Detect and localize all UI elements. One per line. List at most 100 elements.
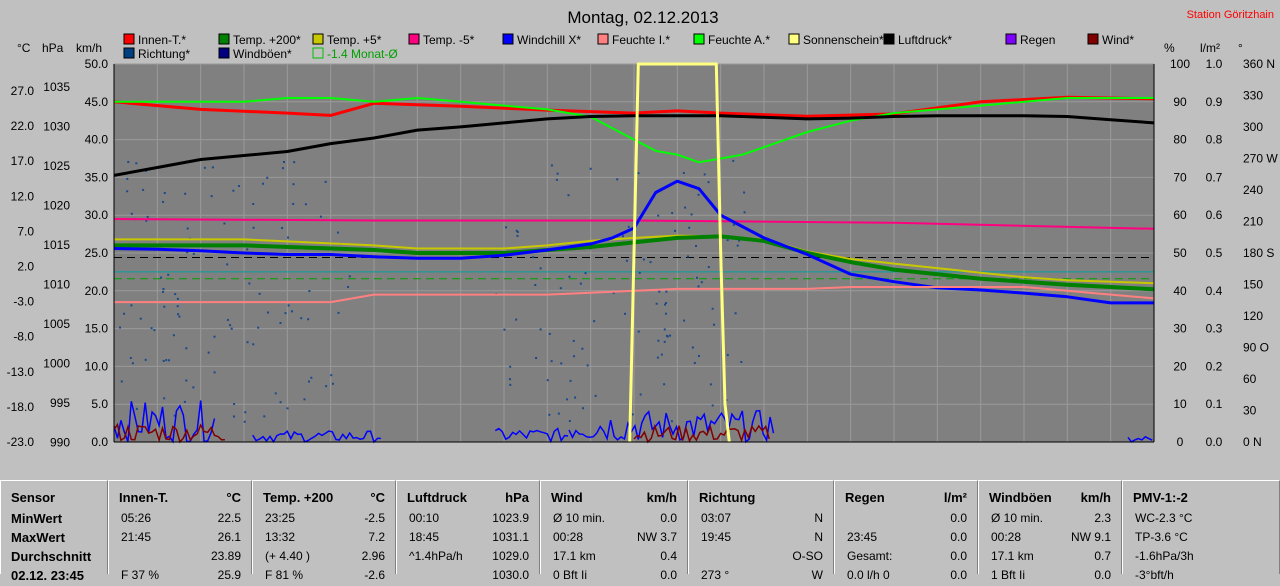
direction-dot	[331, 382, 334, 385]
table-column-wind: Wind km/h Ø 10 min. 0.0 00:28 NW 3.7 17.1 km 0.…	[540, 480, 688, 582]
direction-dot	[593, 320, 596, 323]
direction-dot	[726, 239, 729, 242]
hpa-tick-label: 1010	[43, 278, 70, 292]
direction-dot	[252, 226, 255, 229]
direction-dot	[568, 420, 571, 423]
kmh-tick-label: 5.0	[91, 397, 108, 411]
direction-dot	[663, 340, 666, 343]
direction-dot	[556, 172, 559, 175]
direction-dot	[347, 285, 350, 288]
direction-dot	[581, 407, 584, 410]
temp-tick-label: 27.0	[11, 84, 35, 98]
kmh-tick-label: 50.0	[85, 57, 109, 71]
hpa-tick-label: 1030	[43, 120, 70, 134]
x-tick-label: 06:00	[359, 451, 389, 452]
column-header: Luftdruck hPa	[407, 490, 529, 505]
legend-label: Wind*	[1102, 33, 1134, 47]
lm2-tick-label: 0.5	[1206, 246, 1223, 260]
direction-dot	[548, 332, 551, 335]
direction-dot	[185, 379, 188, 382]
direction-dot	[303, 398, 306, 401]
direction-dot	[130, 212, 133, 215]
direction-dot	[246, 248, 249, 251]
direction-dot	[185, 347, 188, 350]
deg-tick-label: 30	[1243, 404, 1257, 418]
unit-celsius: °C	[17, 41, 31, 55]
temp-tick-label: 17.0	[11, 154, 35, 168]
direction-dot	[657, 339, 660, 342]
station-name: Station Göritzhain	[1187, 9, 1274, 21]
lm2-tick-label: 0.4	[1206, 284, 1223, 298]
gust-trace	[252, 429, 381, 444]
series-innen-t-	[113, 95, 1155, 118]
direction-dot	[126, 190, 129, 193]
direction-dot	[550, 360, 553, 363]
x-tick-label: 23:00	[1096, 451, 1126, 452]
direction-dot	[625, 259, 628, 262]
direction-dot	[257, 326, 260, 329]
direction-dot	[150, 327, 153, 330]
direction-dot	[663, 328, 666, 331]
direction-dot	[153, 329, 156, 332]
legend-swatch	[502, 33, 514, 45]
direction-dot	[232, 189, 235, 192]
direction-dot	[263, 415, 266, 418]
direction-dot	[697, 193, 700, 196]
pct-tick-label: 20	[1173, 359, 1187, 373]
pct-tick-label: 70	[1173, 170, 1187, 184]
direction-dot	[665, 301, 668, 304]
direction-dot	[743, 211, 746, 214]
table-column-pmv-1-2: PMV-1:-2 WC-2.3 °C TP-3.6 °C -1.6hPa/3h -3°b…	[1122, 480, 1280, 582]
table-cell-row: 05:26 22.5	[121, 511, 241, 525]
x-tick-label: 07:00	[402, 451, 432, 452]
direction-dot	[665, 334, 668, 337]
direction-dot	[176, 305, 179, 308]
x-tick-label: 01:00	[142, 451, 172, 452]
x-tick-label: 12:00	[619, 451, 649, 452]
legend-swatch	[123, 47, 135, 59]
direction-dot	[173, 414, 176, 417]
direction-dot	[586, 364, 589, 367]
direction-dot	[503, 328, 506, 331]
pct-tick-label: 40	[1173, 284, 1187, 298]
direction-dot	[638, 271, 641, 274]
x-tick-label: 10:00	[532, 451, 562, 452]
direction-dot	[658, 290, 661, 293]
column-header: Windböen km/h	[989, 490, 1111, 505]
direction-dot	[177, 313, 180, 316]
direction-dot	[560, 362, 563, 365]
direction-dot	[687, 255, 690, 258]
direction-dot	[304, 203, 307, 206]
legend-label: Sonnenschein*	[803, 33, 884, 47]
legend-label: Feuchte I.*	[612, 33, 670, 47]
direction-dot	[146, 215, 149, 218]
deg-tick-label: 0 N	[1243, 435, 1262, 449]
table-cell-row: 0.0	[950, 511, 967, 525]
direction-dot	[682, 171, 685, 174]
direction-dot	[539, 328, 542, 331]
direction-dot	[163, 305, 166, 308]
x-tick-label: 24:00	[1139, 451, 1169, 452]
lm2-tick-label: 0.9	[1206, 95, 1223, 109]
table-cell-row: 13:32 7.2	[265, 530, 385, 544]
x-tick-label: 05:00	[316, 451, 346, 452]
direction-dot	[244, 411, 247, 414]
pct-tick-label: 90	[1173, 95, 1187, 109]
direction-dot	[281, 227, 284, 230]
direction-dot	[325, 385, 328, 388]
direction-dot	[163, 192, 166, 195]
x-tick-label: 08:00	[446, 451, 476, 452]
direction-dot	[515, 318, 518, 321]
sensor-table: Sensor MinWert MaxWert Durchschnitt 02.1…	[0, 480, 1280, 583]
temp-tick-label: 7.0	[17, 224, 34, 238]
direction-dot	[670, 420, 673, 423]
direction-dot	[213, 335, 216, 338]
table-cell-row: 23.89	[210, 549, 241, 563]
direction-dot	[162, 288, 165, 291]
direction-dot	[281, 167, 284, 170]
x-tick-label: 04:00	[272, 451, 302, 452]
temp-tick-label: -3.0	[13, 295, 34, 309]
direction-dot	[283, 160, 286, 163]
direction-dot	[703, 173, 706, 176]
